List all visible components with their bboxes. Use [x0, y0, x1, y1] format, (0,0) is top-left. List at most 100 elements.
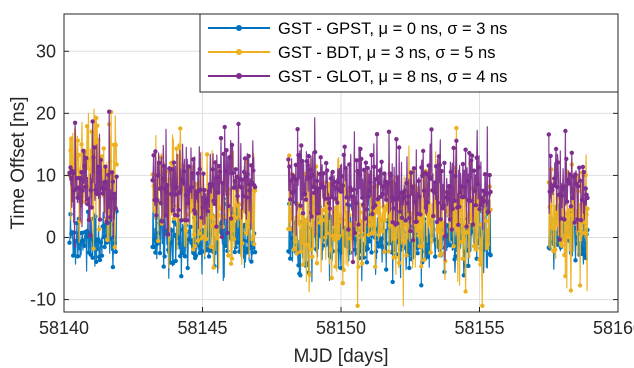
series-point [293, 239, 298, 244]
series-point [110, 179, 116, 184]
series-point [170, 208, 176, 213]
series-point [67, 240, 72, 245]
series-point [95, 191, 100, 197]
series-point [353, 201, 358, 206]
series-point [567, 212, 573, 218]
series-point [564, 156, 569, 162]
series-point [84, 197, 90, 202]
series-point [382, 249, 387, 255]
series-point [419, 283, 424, 288]
series-point [103, 164, 108, 169]
series-point [480, 303, 485, 308]
series-point [102, 244, 107, 250]
series-point [321, 171, 326, 176]
series-point [559, 193, 564, 198]
series-point [240, 241, 245, 246]
series-point [468, 198, 473, 204]
series-point [406, 194, 411, 199]
series-point [317, 220, 322, 225]
series-gst-glot [67, 109, 590, 265]
series-point [414, 228, 419, 233]
series-point [421, 188, 427, 193]
series-point [553, 181, 558, 186]
series-point [341, 152, 346, 158]
y-tick-label: -10 [30, 290, 56, 310]
y-tick-label: 30 [36, 41, 56, 61]
series-point [216, 212, 221, 218]
series-point [110, 264, 116, 270]
series-point [404, 180, 409, 186]
series-point [381, 184, 386, 189]
series-point [327, 206, 333, 211]
series-point [340, 183, 345, 188]
series-point [562, 253, 567, 258]
series-point [435, 229, 441, 234]
series-point [385, 181, 391, 186]
series-point [101, 186, 106, 192]
series-point [114, 174, 119, 179]
series-point [548, 153, 553, 159]
series-point [287, 164, 292, 169]
series-point [298, 273, 303, 278]
series-point [449, 227, 454, 232]
series-point [344, 195, 349, 200]
series-point [463, 147, 468, 152]
series-point [288, 197, 293, 202]
series-point [156, 160, 162, 166]
series-point [361, 167, 367, 173]
series-point [486, 210, 491, 215]
series-point [455, 227, 460, 233]
series-point [220, 181, 225, 186]
series-point [442, 160, 447, 166]
series-point [565, 199, 570, 204]
series-point [75, 195, 81, 200]
series-point [84, 124, 90, 129]
series-point [68, 165, 73, 170]
series-point [236, 121, 241, 127]
series-point [384, 267, 389, 272]
series-point [312, 190, 317, 195]
series-point [310, 254, 315, 259]
series-point [459, 239, 465, 245]
series-point [485, 242, 490, 247]
series-point [454, 138, 459, 143]
series-point [439, 251, 444, 256]
series-point [76, 185, 82, 190]
series-point [332, 179, 337, 185]
series-point [343, 166, 348, 171]
series-point [84, 155, 89, 161]
series-point [577, 165, 582, 170]
series-point [244, 250, 249, 255]
series-point [580, 247, 586, 253]
series-point [252, 250, 258, 255]
series-point [402, 188, 407, 193]
series-point [354, 158, 359, 163]
series-point [317, 171, 322, 177]
series-point [550, 187, 555, 193]
series-point [395, 221, 400, 226]
series-point [330, 169, 335, 175]
series-point [183, 192, 189, 198]
series-point [581, 169, 586, 175]
series-point [101, 146, 106, 151]
series-point [155, 198, 160, 203]
series-point [335, 200, 340, 205]
series-point [566, 208, 572, 213]
series-point [287, 153, 292, 158]
series-point [443, 233, 448, 239]
series-point [151, 244, 156, 250]
series-point [379, 218, 384, 223]
series-point [477, 257, 482, 262]
series-point [191, 247, 196, 252]
series-point [185, 265, 190, 271]
series-point [101, 234, 106, 240]
series-point [368, 217, 373, 222]
series-point [566, 181, 572, 186]
series-point [214, 224, 219, 229]
series-point [365, 246, 370, 251]
series-point [473, 247, 478, 252]
series-point [79, 170, 84, 175]
series-point [387, 223, 393, 228]
series-point [367, 188, 372, 194]
series-point [338, 189, 344, 194]
